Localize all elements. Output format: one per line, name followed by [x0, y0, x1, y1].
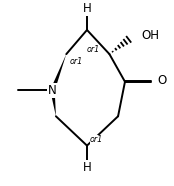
Text: O: O — [158, 74, 167, 87]
Text: H: H — [83, 2, 91, 15]
Text: or1: or1 — [86, 45, 100, 54]
Text: H: H — [83, 161, 91, 174]
Polygon shape — [50, 90, 56, 116]
Text: OH: OH — [141, 29, 159, 42]
Text: N: N — [48, 84, 57, 97]
Text: or1: or1 — [90, 135, 103, 144]
Text: or1: or1 — [69, 57, 82, 66]
Polygon shape — [50, 54, 66, 91]
